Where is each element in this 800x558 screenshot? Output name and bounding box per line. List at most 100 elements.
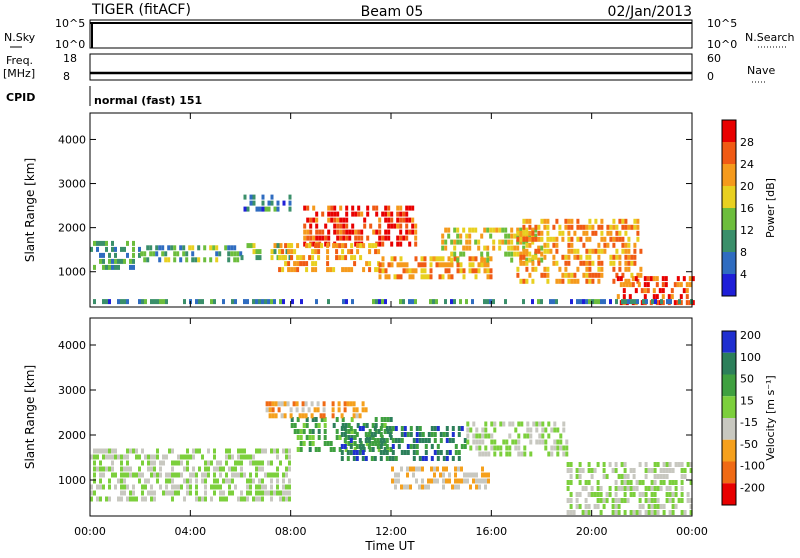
velocity-cell [264, 484, 267, 490]
velocity-cell [677, 498, 681, 503]
power-cell [546, 278, 550, 284]
velocity-cell [599, 498, 603, 503]
velocity-cell [252, 460, 255, 466]
velocity-cell [587, 504, 591, 509]
power-cell [129, 264, 132, 270]
velocity-cell [466, 478, 469, 484]
power-cell [591, 224, 595, 230]
velocity-cell [171, 466, 174, 472]
power-cell [108, 252, 111, 258]
velocity-cell [277, 401, 281, 407]
velocity-cell [177, 490, 180, 496]
power-cell [543, 254, 547, 260]
velocity-cell [367, 438, 371, 443]
power-cell [537, 257, 541, 263]
velocity-cell [553, 427, 557, 433]
velocity-cell [311, 435, 315, 440]
velocity-cell [171, 472, 174, 478]
velocity-cell [307, 407, 311, 413]
velocity-cell [409, 426, 413, 431]
velocity-cell [350, 429, 354, 434]
velocity-cell [379, 444, 383, 449]
velocity-cell [623, 462, 627, 467]
power-cell [278, 267, 282, 273]
power-cell [105, 246, 108, 252]
velocity-cell [289, 407, 293, 413]
power-cell [236, 251, 240, 257]
power-cell [267, 200, 271, 206]
velocity-cell [469, 445, 473, 451]
velocity-cell [383, 447, 387, 452]
power-cell [567, 242, 571, 248]
power-cell [381, 211, 385, 217]
power-cell [339, 223, 343, 229]
velocity-cell [343, 401, 347, 407]
velocity-cell [156, 472, 159, 478]
velocity-cell [460, 444, 464, 449]
power-cell [447, 262, 451, 268]
power-cell [483, 299, 486, 305]
power-cell [351, 229, 355, 235]
velocity-cell [213, 472, 216, 478]
velocity-cell [322, 407, 326, 413]
power-cell [615, 272, 619, 278]
velocity-cell [383, 417, 387, 422]
power-cell [528, 218, 532, 224]
velocity-cell [225, 472, 228, 478]
power-cell [471, 262, 475, 268]
power-cell [486, 274, 490, 280]
velocity-colorbar-tick: -100 [740, 460, 765, 473]
velocity-cell [99, 484, 102, 490]
velocity-cell [629, 510, 633, 515]
velocity-cell [439, 450, 443, 455]
velocity-cell [538, 421, 542, 427]
velocity-cell [150, 460, 153, 466]
velocity-cell [270, 484, 273, 490]
power-cell [390, 256, 394, 262]
power-cell [561, 254, 565, 260]
power-cell [411, 229, 415, 235]
power-cell [99, 240, 102, 246]
velocity-cell [400, 438, 404, 443]
power-cell [636, 218, 640, 224]
x-axis-title: Time UT [364, 539, 415, 553]
power-cell [173, 245, 177, 251]
velocity-cell [231, 478, 234, 484]
power-cell [658, 288, 662, 294]
power-cell [528, 233, 532, 239]
velocity-colorbar-frame [721, 330, 737, 506]
power-cell [408, 241, 412, 247]
power-cell [546, 236, 550, 242]
velocity-cell [198, 496, 201, 502]
power-cell [582, 224, 586, 230]
velocity-cell [138, 478, 141, 484]
power-cell [327, 235, 331, 241]
power-cell [459, 239, 463, 245]
freq-tick-high: 18 [63, 52, 77, 65]
velocity-cell [126, 466, 129, 472]
power-cell [546, 266, 550, 272]
power-cell [321, 211, 325, 217]
power-cell [309, 217, 313, 223]
power-cell [384, 268, 388, 274]
power-cell [273, 299, 276, 305]
velocity-cell [338, 447, 342, 452]
velocity-cell [177, 472, 180, 478]
velocity-cell [424, 438, 428, 443]
power-cell [570, 224, 574, 230]
cpid-label: CPID [6, 91, 35, 104]
velocity-cell [174, 490, 177, 496]
power-cell [660, 299, 663, 305]
velocity-cell [271, 407, 275, 413]
power-cell [462, 251, 466, 257]
power-cell [429, 274, 433, 280]
velocity-cell [575, 492, 579, 497]
power-cell [296, 261, 300, 267]
velocity-cell [569, 492, 573, 497]
velocity-cell [120, 490, 123, 496]
velocity-cell [632, 510, 636, 515]
velocity-cell [111, 460, 114, 466]
velocity-cell [680, 474, 684, 479]
velocity-cell [566, 462, 570, 467]
